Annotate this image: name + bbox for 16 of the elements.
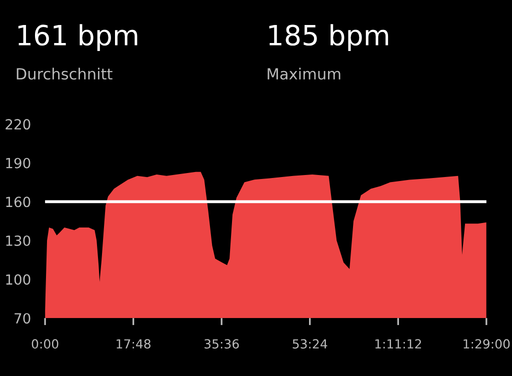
x-tick-label: 1:11:12 [375,339,421,348]
x-tick-label: 17:48 [116,339,150,349]
x-tick-label: 1:29:00 [464,339,510,349]
y-tick-label: 160 [6,196,30,208]
x-tick-label: 0:00 [32,339,58,349]
x-tick-label: 35:36 [204,339,239,349]
y-tick-label: 70 [14,313,30,324]
y-tick-label: 130 [6,235,30,246]
text: Durchschnitt [16,68,112,80]
y-tick-label: 220 [6,119,30,130]
text: Maximum [268,68,340,80]
x-tick-label: 53:24 [292,339,328,349]
text: 161 bpm [18,24,138,52]
y-tick-label: 100 [6,274,30,285]
text: 185 bpm [269,24,388,52]
y-tick-label: 190 [6,158,30,168]
